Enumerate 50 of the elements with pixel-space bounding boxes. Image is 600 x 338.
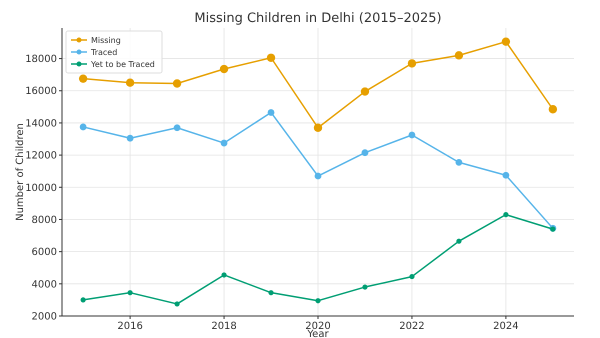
point [174,124,180,132]
x-axis-title: Year [306,329,330,338]
point [502,37,510,46]
point [315,298,321,304]
point [220,64,228,74]
y-tick-label: 16000 [25,86,57,98]
legend-label: Yet to be Traced [90,60,155,69]
point [360,87,370,96]
chart-title: Missing Children in Delhi (2015–2025) [194,11,442,26]
point [126,134,134,142]
point [221,272,227,278]
point [266,54,276,62]
point [456,238,462,244]
y-tick-label: 18000 [25,54,57,66]
y-tick-label: 12000 [25,150,57,162]
legend-label: Traced [90,48,118,57]
point [314,172,322,180]
x-tick-label: 2018 [211,321,237,332]
point [78,74,88,83]
point [503,212,508,218]
y-tick-label: 2000 [32,312,57,322]
x-tick-label: 2016 [117,321,143,332]
point [268,109,274,116]
point [80,124,87,130]
point [172,79,182,88]
point [362,284,368,290]
point [128,290,133,296]
point [362,149,368,156]
point [408,59,416,68]
point [502,172,510,179]
legend-label: Missing [91,36,121,45]
point [220,140,228,146]
x-tick-label: 2024 [493,321,519,332]
point [548,105,558,114]
point [126,78,134,87]
y-axis-title: Number of Children [15,123,26,221]
point [314,124,322,132]
y-tick-label: 10000 [25,182,57,194]
y-tick-label: 4000 [32,279,57,290]
point [408,132,416,138]
y-tick-label: 8000 [32,214,57,226]
y-tick-label: 14000 [25,118,57,130]
point [174,301,180,307]
point [456,158,462,166]
x-tick-label: 2022 [399,321,425,332]
y-tick-label: 6000 [32,247,57,258]
point [268,290,274,296]
point [454,51,464,60]
point [409,274,415,280]
point [80,297,86,303]
